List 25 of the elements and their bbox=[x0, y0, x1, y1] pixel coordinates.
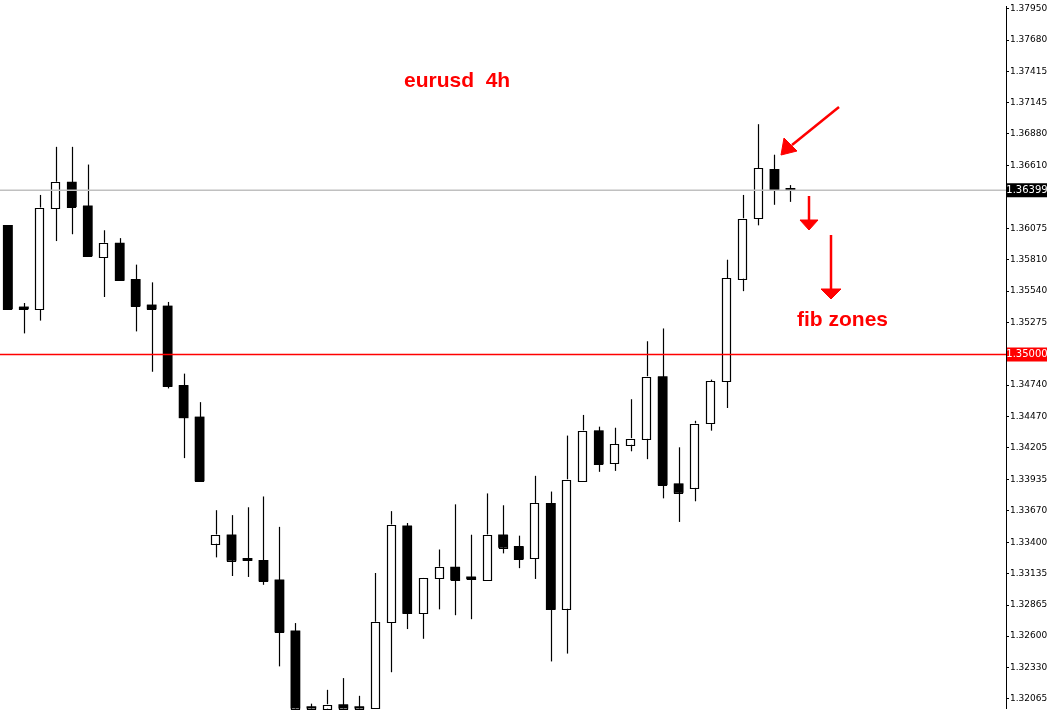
y-tick-label: 1.37415 bbox=[1010, 65, 1047, 76]
y-tick-label: 1.33935 bbox=[1010, 473, 1047, 484]
y-tick-label: 1.35275 bbox=[1010, 316, 1047, 327]
y-tick-label: 1.32865 bbox=[1010, 599, 1047, 610]
y-tick-label: 1.36075 bbox=[1010, 222, 1047, 233]
y-tick-label: 1.35540 bbox=[1010, 285, 1047, 296]
y-tick-label: 1.37950 bbox=[1010, 2, 1047, 13]
y-tick-label: 1.36880 bbox=[1010, 128, 1047, 139]
ref-line-label: 1.36399 bbox=[1006, 183, 1047, 195]
y-tick-label: 1.32065 bbox=[1010, 693, 1047, 704]
y-tick-label: 1.34205 bbox=[1010, 442, 1047, 453]
y-tick-label: 1.32600 bbox=[1010, 630, 1047, 641]
y-tick-label: 1.32330 bbox=[1010, 662, 1047, 673]
y-tick-label: 1.34740 bbox=[1010, 379, 1047, 390]
ref-line-label: 1.35000 bbox=[1006, 348, 1047, 360]
y-tick-label: 1.37145 bbox=[1010, 97, 1047, 108]
y-tick-label: 1.37680 bbox=[1010, 34, 1047, 45]
annotation: fib zones bbox=[797, 307, 889, 331]
y-tick-label: 1.35810 bbox=[1010, 253, 1047, 264]
y-tick-label: 1.33400 bbox=[1010, 536, 1047, 547]
y-tick-label: 1.33670 bbox=[1010, 504, 1047, 515]
y-tick-label: 1.34470 bbox=[1010, 411, 1047, 422]
text: eurusd 4h bbox=[404, 68, 511, 92]
y-tick-label: 1.36610 bbox=[1010, 159, 1047, 170]
y-tick-label: 1.33135 bbox=[1010, 567, 1047, 578]
